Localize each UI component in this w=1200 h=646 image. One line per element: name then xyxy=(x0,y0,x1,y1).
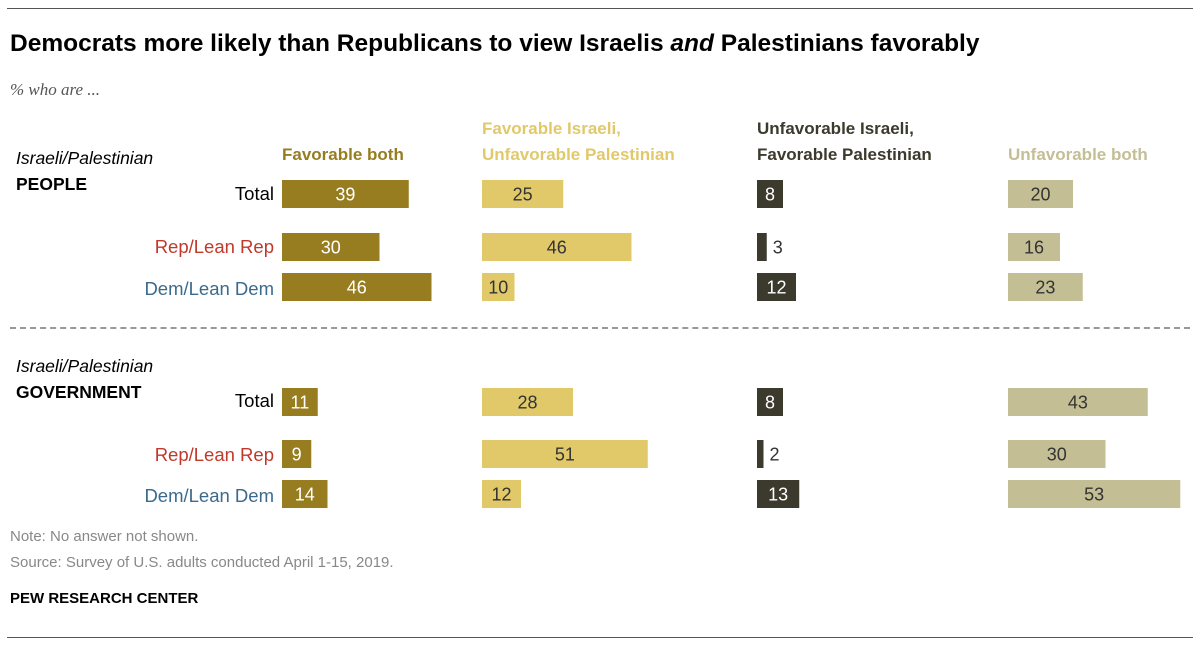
chart-source: Source: Survey of U.S. adults conducted … xyxy=(10,554,394,571)
data-label-unfavorable-israeli-favorable-palestinian-government-rep-lean-rep: 2 xyxy=(770,445,780,465)
bar-unfavorable-both-people-total xyxy=(1008,180,1073,208)
chart-title: Democrats more likely than Republicans t… xyxy=(10,30,980,57)
row-label-people-dem: Dem/Lean Dem xyxy=(144,278,274,299)
bar-favorable-israeli-unfavorable-palestinian-government-total xyxy=(482,388,573,416)
bar-favorable-both-government-dem-lean-dem xyxy=(282,480,328,508)
data-label-unfavorable-both-government-total: 43 xyxy=(1068,393,1088,413)
data-label-favorable-israeli-unfavorable-palestinian-people-total: 25 xyxy=(513,185,533,205)
bar-favorable-both-government-total xyxy=(282,388,318,416)
data-label-unfavorable-israeli-favorable-palestinian-people-dem-lean-dem: 12 xyxy=(766,278,786,298)
bar-favorable-israeli-unfavorable-palestinian-people-total xyxy=(482,180,564,208)
bar-unfavorable-israeli-favorable-palestinian-government-total xyxy=(757,388,783,416)
data-label-favorable-israeli-unfavorable-palestinian-people-rep-lean-rep: 46 xyxy=(547,238,567,258)
top-rule xyxy=(7,8,1193,9)
bar-unfavorable-both-government-dem-lean-dem xyxy=(1008,480,1181,508)
bottom-rule xyxy=(7,637,1193,638)
data-label-favorable-both-government-total: 11 xyxy=(291,393,310,413)
data-label-favorable-israeli-unfavorable-palestinian-government-total: 28 xyxy=(517,393,537,413)
data-label-unfavorable-both-government-rep-lean-rep: 30 xyxy=(1047,445,1067,465)
data-label-favorable-both-government-dem-lean-dem: 14 xyxy=(295,485,315,505)
section-divider xyxy=(10,327,1190,329)
bar-unfavorable-both-people-rep-lean-rep xyxy=(1008,233,1060,261)
row-label-gov-rep: Rep/Lean Rep xyxy=(154,444,274,465)
data-label-unfavorable-israeli-favorable-palestinian-government-dem-lean-dem: 13 xyxy=(768,485,788,505)
row-label-gov-total: Total xyxy=(234,390,274,411)
bar-unfavorable-both-government-total xyxy=(1008,388,1148,416)
data-label-unfavorable-both-people-total: 20 xyxy=(1030,185,1050,205)
bar-favorable-israeli-unfavorable-palestinian-people-dem-lean-dem xyxy=(482,273,515,301)
row-label-gov-dem: Dem/Lean Dem xyxy=(144,485,274,506)
bar-favorable-israeli-unfavorable-palestinian-government-rep-lean-rep xyxy=(482,440,648,468)
row-label-people-rep: Rep/Lean Rep xyxy=(154,236,274,257)
bar-unfavorable-israeli-favorable-palestinian-government-dem-lean-dem xyxy=(757,480,800,508)
data-label-favorable-israeli-unfavorable-palestinian-people-dem-lean-dem: 10 xyxy=(488,278,508,298)
data-label-favorable-both-people-dem-lean-dem: 46 xyxy=(347,278,367,298)
section-label-people-italic: Israeli/Palestinian xyxy=(16,148,154,168)
bar-favorable-both-people-total xyxy=(282,180,409,208)
section-label-government: GOVERNMENT xyxy=(16,382,142,402)
data-label-unfavorable-both-people-dem-lean-dem: 23 xyxy=(1035,278,1055,298)
bar-favorable-both-government-rep-lean-rep xyxy=(282,440,312,468)
section-label-people: PEOPLE xyxy=(16,174,87,194)
brand-logo-text: PEW RESEARCH CENTER xyxy=(10,590,199,607)
chart-note: Note: No answer not shown. xyxy=(10,528,199,545)
bar-unfavorable-both-government-rep-lean-rep xyxy=(1008,440,1106,468)
bar-unfavorable-israeli-favorable-palestinian-people-total xyxy=(757,180,783,208)
data-label-unfavorable-israeli-favorable-palestinian-people-total: 8 xyxy=(765,185,775,205)
data-label-unfavorable-israeli-favorable-palestinian-government-total: 8 xyxy=(765,393,775,413)
section-label-government-italic: Israeli/Palestinian xyxy=(16,356,154,376)
bar-unfavorable-israeli-favorable-palestinian-government-rep-lean-rep xyxy=(757,440,764,468)
bar-favorable-both-people-dem-lean-dem xyxy=(282,273,432,301)
row-label-people-total: Total xyxy=(234,183,274,204)
chart-subtitle: % who are ... xyxy=(10,80,101,99)
column-header-favorable-palestinian: Unfavorable Israeli, Favorable Palestini… xyxy=(757,119,932,164)
data-label-favorable-both-government-rep-lean-rep: 9 xyxy=(292,445,302,465)
column-header-unfavorable-both: Unfavorable both xyxy=(1008,145,1148,164)
data-label-unfavorable-israeli-favorable-palestinian-people-rep-lean-rep: 3 xyxy=(773,238,783,258)
bar-unfavorable-both-people-dem-lean-dem xyxy=(1008,273,1083,301)
bar-favorable-israeli-unfavorable-palestinian-government-dem-lean-dem xyxy=(482,480,521,508)
column-header-favorable-israeli: Favorable Israeli, Unfavorable Palestini… xyxy=(482,119,675,164)
bar-unfavorable-israeli-favorable-palestinian-people-dem-lean-dem xyxy=(757,273,796,301)
data-label-favorable-both-people-total: 39 xyxy=(335,185,355,205)
data-label-favorable-israeli-unfavorable-palestinian-government-rep-lean-rep: 51 xyxy=(555,445,575,465)
data-label-unfavorable-both-government-dem-lean-dem: 53 xyxy=(1084,485,1104,505)
bar-favorable-both-people-rep-lean-rep xyxy=(282,233,380,261)
column-header-favorable-both: Favorable both xyxy=(282,145,404,164)
data-label-unfavorable-both-people-rep-lean-rep: 16 xyxy=(1024,238,1044,258)
bar-favorable-israeli-unfavorable-palestinian-people-rep-lean-rep xyxy=(482,233,632,261)
bar-unfavorable-israeli-favorable-palestinian-people-rep-lean-rep xyxy=(757,233,767,261)
data-label-favorable-both-people-rep-lean-rep: 30 xyxy=(321,238,341,258)
data-label-favorable-israeli-unfavorable-palestinian-government-dem-lean-dem: 12 xyxy=(491,485,511,505)
